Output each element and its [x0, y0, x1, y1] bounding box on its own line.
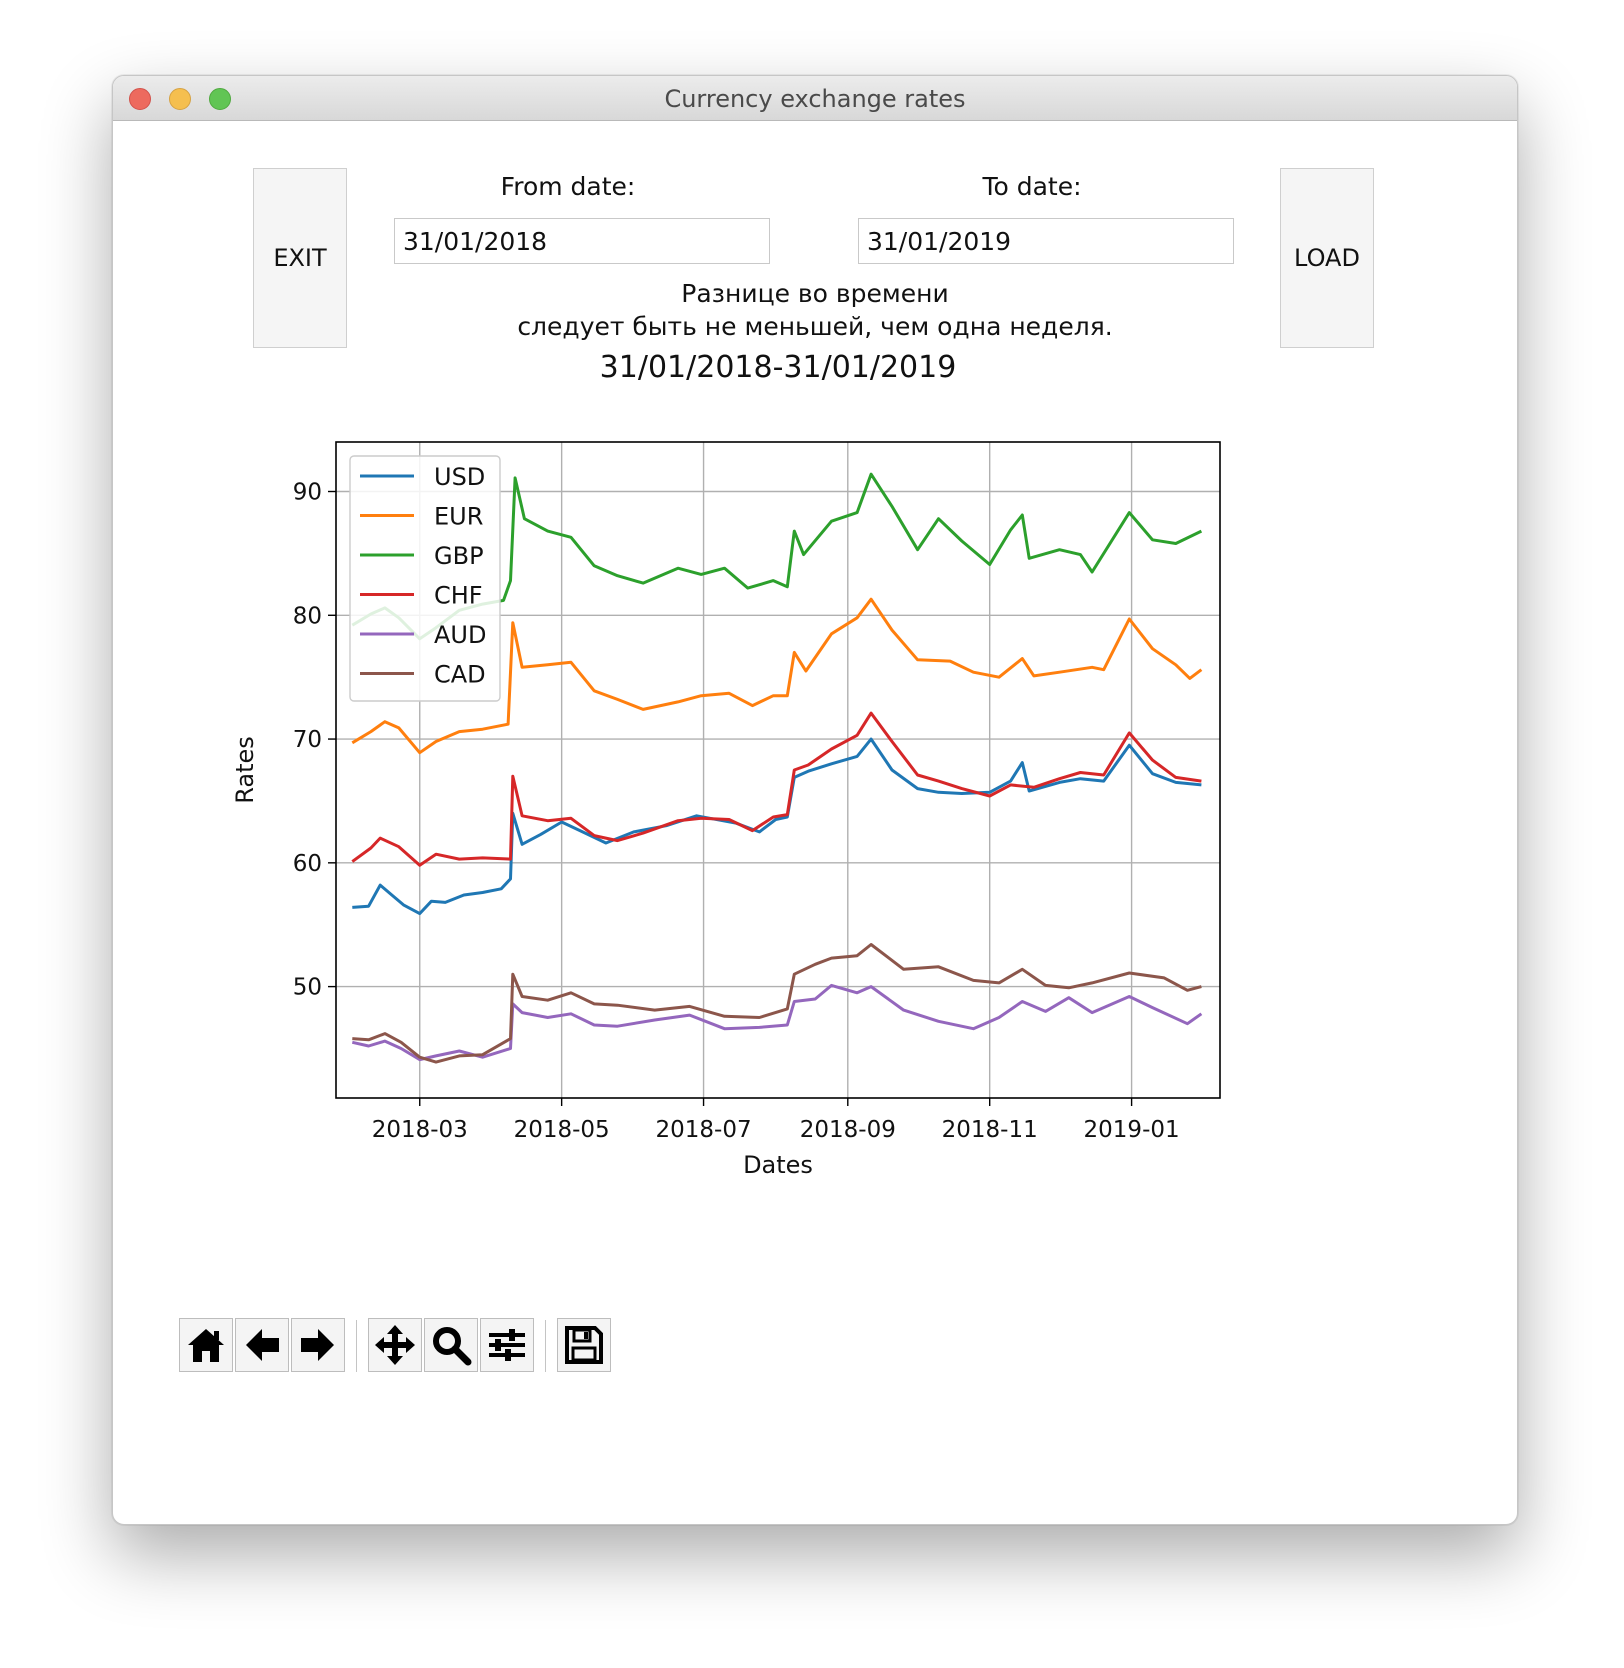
from-date-input[interactable] — [394, 218, 770, 264]
save-button[interactable] — [557, 1318, 611, 1372]
legend-label-eur: EUR — [434, 503, 483, 531]
series-line-eur — [351, 597, 1203, 755]
zoom-window-icon[interactable] — [209, 88, 231, 110]
configure-subplots-icon — [489, 1329, 525, 1361]
save-floppy-icon — [565, 1326, 603, 1364]
home-icon — [188, 1329, 224, 1362]
interval-note-line1: Разнице во времени — [681, 279, 949, 308]
x-tick-label: 2018-03 — [372, 1117, 468, 1143]
legend-label-gbp: GBP — [434, 542, 484, 570]
y-axis-label: Rates — [231, 736, 259, 804]
x-tick-label: 2018-09 — [800, 1117, 896, 1143]
zoom-magnifier-icon — [433, 1327, 472, 1366]
x-tick-label: 2018-11 — [942, 1117, 1038, 1143]
plot-frame — [335, 441, 1221, 1099]
zoom-button[interactable] — [424, 1318, 478, 1372]
legend-box — [349, 455, 501, 702]
exit-button[interactable]: EXIT — [253, 168, 347, 348]
to-date-input[interactable] — [858, 218, 1234, 264]
y-tick-label: 80 — [293, 603, 322, 629]
y-tick-label: 50 — [293, 975, 322, 1001]
x-tick-label: 2018-07 — [656, 1117, 752, 1143]
back-button[interactable] — [235, 1318, 289, 1372]
legend-label-aud: AUD — [434, 621, 486, 649]
window-content: EXIT From date: To date: LOAD Разнице во… — [113, 120, 1517, 1524]
back-arrow-icon — [246, 1329, 279, 1361]
legend-label-cad: CAD — [434, 661, 486, 689]
x-tick-label: 2018-05 — [514, 1117, 610, 1143]
minimize-window-icon[interactable] — [169, 88, 191, 110]
window-title: Currency exchange rates — [664, 85, 966, 113]
series-line-usd — [352, 737, 1202, 916]
load-button[interactable]: LOAD — [1280, 168, 1374, 348]
title-bar: Currency exchange rates — [113, 76, 1517, 121]
from-date-label: From date: — [500, 172, 636, 201]
interval-note: Разнице во времени следует быть не меньш… — [413, 277, 1217, 343]
forward-arrow-icon — [301, 1329, 334, 1361]
home-button[interactable] — [179, 1318, 233, 1372]
series-line-cad — [352, 943, 1202, 1064]
pan-move-icon — [375, 1325, 415, 1365]
legend-label-usd: USD — [434, 463, 485, 491]
to-date-label: To date: — [982, 172, 1082, 201]
pan-button[interactable] — [368, 1318, 422, 1372]
y-tick-label: 60 — [293, 851, 322, 877]
app-window: Currency exchange rates EXIT From date: … — [112, 75, 1518, 1525]
configure-subplots-button[interactable] — [480, 1318, 534, 1372]
toolbar-separator — [356, 1320, 357, 1372]
legend-label-chf: CHF — [434, 582, 483, 610]
interval-note-line2: следует быть не меньшей, чем одна неделя… — [517, 312, 1113, 341]
forward-button[interactable] — [291, 1318, 345, 1372]
series-line-aud — [351, 983, 1203, 1062]
x-tick-label: 2019-01 — [1084, 1117, 1180, 1143]
chart-title: 31/01/2018-31/01/2019 — [600, 350, 957, 385]
close-window-icon[interactable] — [129, 88, 151, 110]
toolbar-separator — [545, 1320, 546, 1372]
series-line-chf — [351, 711, 1202, 867]
rates-chart: 31/01/2018-31/01/2019 2018-03 2018-05 2018-… — [231, 350, 1221, 1179]
x-axis-label: Dates — [743, 1151, 813, 1179]
y-tick-label: 70 — [293, 727, 322, 753]
y-tick-label: 90 — [293, 480, 322, 506]
